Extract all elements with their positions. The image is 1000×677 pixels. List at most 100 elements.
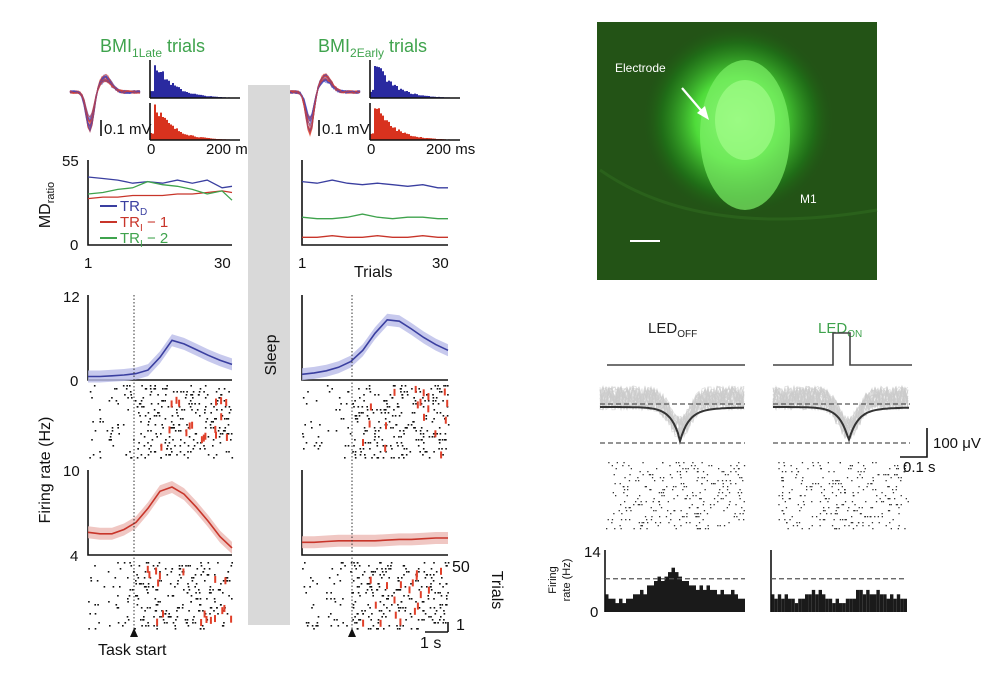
spike-tick bbox=[115, 400, 118, 402]
spike-tick bbox=[358, 619, 360, 621]
spike-tick bbox=[213, 598, 216, 600]
spike-tick bbox=[156, 628, 158, 630]
spike-tick bbox=[147, 562, 150, 564]
spike-tick bbox=[620, 528, 622, 530]
mean-firing-line bbox=[301, 318, 449, 376]
spike-tick bbox=[847, 510, 849, 512]
spike-tick bbox=[166, 385, 168, 387]
spike-tick bbox=[165, 610, 168, 612]
spike-tick bbox=[403, 457, 405, 459]
histogram-bar bbox=[647, 585, 651, 612]
red-waveform bbox=[69, 80, 141, 125]
spike-tick bbox=[427, 598, 430, 600]
spike-tick bbox=[653, 510, 655, 512]
spike-tick bbox=[163, 622, 166, 624]
spike-tick bbox=[614, 528, 616, 530]
spike-tick bbox=[152, 586, 154, 588]
reward-marker bbox=[399, 581, 402, 589]
histogram-bar bbox=[724, 594, 728, 612]
spike-tick bbox=[650, 519, 653, 521]
spike-tick bbox=[169, 454, 171, 456]
spike-tick bbox=[437, 622, 439, 624]
spike-tick bbox=[727, 486, 729, 488]
spike-tick bbox=[129, 562, 131, 564]
spike-tick bbox=[738, 462, 740, 464]
spike-tick bbox=[887, 510, 890, 512]
spike-tick bbox=[392, 385, 395, 387]
spike-tick bbox=[228, 451, 230, 453]
spike-tick bbox=[652, 474, 654, 476]
spike-tick bbox=[839, 519, 842, 521]
spike-tick bbox=[379, 409, 382, 411]
spike-tick bbox=[735, 504, 737, 506]
histogram-bar bbox=[839, 603, 843, 612]
histogram-bar bbox=[886, 598, 890, 612]
isi-histogram-blue bbox=[150, 65, 240, 98]
single-trace bbox=[599, 386, 745, 435]
spike-tick bbox=[415, 601, 417, 603]
spike-tick bbox=[861, 477, 863, 479]
spike-tick bbox=[114, 388, 116, 390]
spike-tick bbox=[816, 516, 818, 518]
reward-marker bbox=[416, 602, 419, 610]
isi-histogram-red bbox=[150, 104, 240, 140]
spike-tick bbox=[208, 568, 211, 570]
spike-tick bbox=[228, 595, 230, 597]
spike-tick bbox=[730, 465, 732, 467]
md-ytick-55: 55 bbox=[62, 153, 79, 170]
spike-tick bbox=[372, 574, 374, 576]
spike-tick bbox=[422, 601, 425, 603]
spike-tick bbox=[699, 498, 701, 500]
spike-tick bbox=[153, 625, 155, 627]
spike-tick bbox=[390, 445, 392, 447]
spike-tick bbox=[635, 501, 637, 503]
spike-tick bbox=[302, 433, 304, 435]
spike-tick bbox=[88, 628, 90, 630]
spike-tick bbox=[381, 577, 383, 579]
spike-tick bbox=[871, 522, 874, 524]
spike-tick bbox=[161, 400, 163, 402]
spike-tick bbox=[193, 616, 195, 618]
spike-tick bbox=[698, 516, 700, 518]
spike-tick bbox=[838, 483, 840, 485]
spike-tick bbox=[844, 519, 846, 521]
spike-tick bbox=[186, 619, 189, 621]
reward-marker bbox=[209, 616, 212, 624]
reward-marker bbox=[146, 565, 149, 573]
spike-tick bbox=[778, 462, 780, 464]
hist-tick-0-left: 0 bbox=[147, 141, 155, 158]
spike-tick bbox=[187, 586, 190, 588]
spike-tick bbox=[362, 574, 364, 576]
reward-marker bbox=[225, 433, 228, 441]
histogram-bar bbox=[654, 581, 658, 612]
blue-waveform bbox=[69, 76, 141, 128]
spike-tick bbox=[811, 501, 813, 503]
spike-tick bbox=[110, 439, 112, 441]
spike-tick bbox=[441, 604, 444, 606]
histogram-bar bbox=[675, 572, 679, 612]
spike-tick bbox=[353, 562, 355, 564]
spike-tick bbox=[174, 445, 176, 447]
spike-tick bbox=[881, 516, 883, 518]
spike-tick bbox=[310, 421, 312, 423]
trials-ylabel: Trials bbox=[488, 571, 505, 610]
spike-tick bbox=[161, 424, 163, 426]
scale-s-label: 0.1 s bbox=[903, 459, 936, 476]
spike-tick bbox=[142, 583, 145, 585]
task-start-marker-mid bbox=[348, 628, 356, 637]
spike-tick bbox=[719, 525, 721, 527]
spike-tick bbox=[210, 607, 213, 609]
spike-tick bbox=[679, 519, 681, 521]
spike-tick bbox=[350, 571, 352, 573]
spike-tick bbox=[432, 400, 434, 402]
legend-tri-2: TRI − 2 bbox=[120, 230, 168, 250]
spike-tick bbox=[403, 433, 405, 435]
spike-tick bbox=[680, 477, 682, 479]
spike-tick bbox=[898, 513, 900, 515]
spike-tick bbox=[722, 483, 724, 485]
spike-tick bbox=[153, 388, 155, 390]
spike-tick bbox=[149, 607, 151, 609]
legend-trd: TRD bbox=[120, 198, 147, 218]
spike-tick bbox=[381, 616, 383, 618]
spike-tick bbox=[354, 451, 357, 453]
